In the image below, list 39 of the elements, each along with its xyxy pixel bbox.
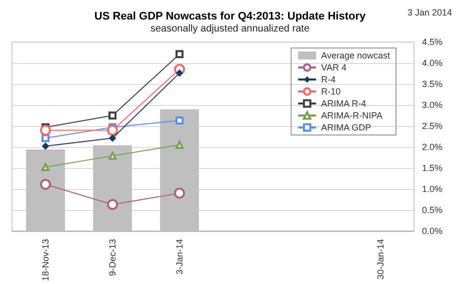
point bbox=[40, 178, 51, 190]
point bbox=[108, 111, 116, 120]
y-tick-label: 1.5% bbox=[422, 162, 443, 173]
point bbox=[176, 70, 183, 77]
y-tick-label: 4.0% bbox=[422, 58, 443, 68]
point bbox=[174, 188, 185, 199]
y-tick-label: 2.0% bbox=[422, 142, 443, 152]
point bbox=[42, 134, 50, 142]
text: 3 Jan 2014 bbox=[407, 8, 452, 18]
y-tick-label: 2.5% bbox=[422, 120, 443, 131]
point bbox=[40, 124, 51, 136]
y-tick-label: 1.0% bbox=[422, 184, 443, 194]
point bbox=[176, 140, 184, 149]
legend-label: VAR 4 bbox=[321, 62, 346, 72]
chart-subtitle: seasonally adjusted annualized rate bbox=[150, 24, 310, 34]
point bbox=[109, 134, 116, 142]
y-tick-label: 3.0% bbox=[422, 100, 443, 110]
legend-label: Average nowcast bbox=[321, 50, 390, 60]
point bbox=[176, 116, 184, 125]
point bbox=[176, 50, 184, 58]
y-tick-label: 0.0% bbox=[422, 226, 443, 236]
legend-label: ARIMA R-4 bbox=[321, 98, 366, 108]
legend-label: R-4 bbox=[321, 74, 336, 84]
x-tick-label: 9-Dec-13 bbox=[108, 238, 118, 276]
x-tick-label: 3-Jan-14 bbox=[174, 238, 184, 275]
point bbox=[42, 163, 50, 172]
point bbox=[108, 152, 116, 160]
point bbox=[107, 124, 118, 136]
point bbox=[107, 199, 118, 210]
point bbox=[42, 142, 49, 150]
legend-label: ARIMA-R-NIPA bbox=[321, 110, 382, 120]
x-tick-label: 18-Nov-13 bbox=[40, 238, 50, 282]
y-tick-label: 0.5% bbox=[422, 204, 443, 215]
x-tick-label: 30-Jan-14 bbox=[376, 238, 386, 280]
legend-label: R-10 bbox=[321, 86, 341, 96]
y-tick-label: 3.5% bbox=[422, 78, 443, 89]
legend-label: ARIMA GDP bbox=[321, 122, 372, 132]
chart-title: US Real GDP Nowcasts for Q4:2013: Update History bbox=[94, 10, 366, 22]
y-tick-label: 4.5% bbox=[422, 37, 443, 47]
